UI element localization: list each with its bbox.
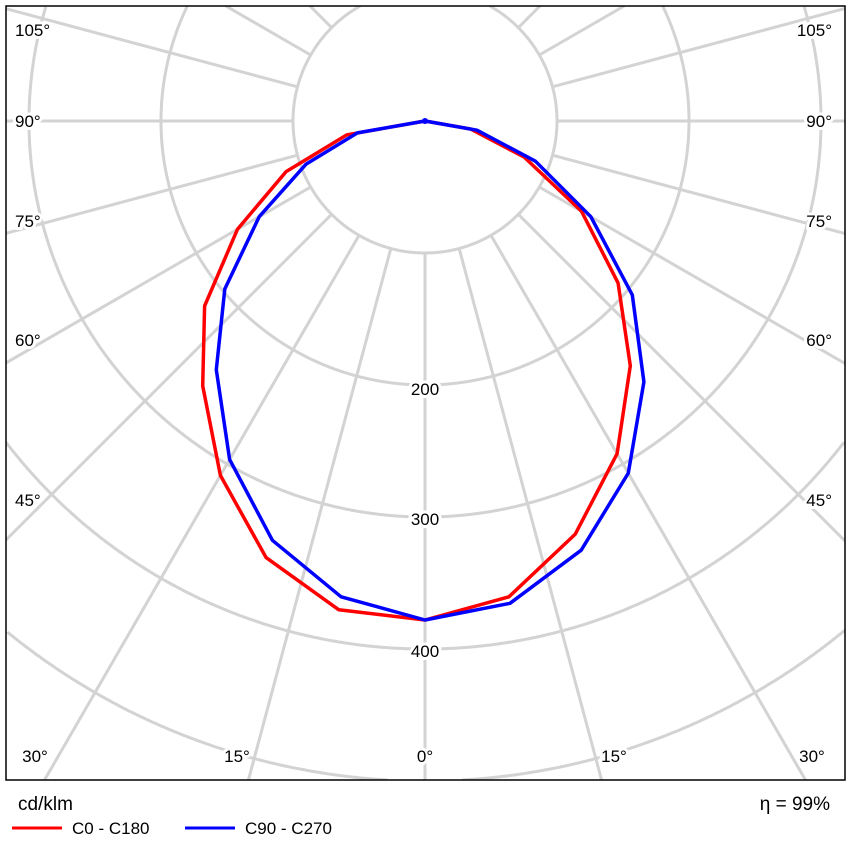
angle-label-right: 75° bbox=[806, 212, 832, 231]
angle-label-left: 90° bbox=[15, 112, 41, 131]
series-curve-0 bbox=[200, 119, 633, 622]
grid-spoke-15 bbox=[457, 248, 604, 780]
grid-spoke-45 bbox=[517, 213, 845, 543]
angle-label-bottom: 30° bbox=[22, 747, 48, 766]
angle-label-left: 105° bbox=[15, 21, 50, 40]
legend-label-c0-c180: C0 - C180 bbox=[72, 819, 149, 838]
grid-spoke-345 bbox=[246, 248, 393, 780]
angle-label-left: 45° bbox=[15, 491, 41, 510]
legend-label-c90-c270: C90 - C270 bbox=[245, 819, 332, 838]
grid-spoke-255 bbox=[6, 7, 298, 89]
angle-label-bottom: 15° bbox=[224, 747, 250, 766]
grid-ring-100 bbox=[291, 6, 559, 255]
grid-spoke-105 bbox=[552, 7, 845, 89]
angle-label-bottom: 15° bbox=[601, 747, 627, 766]
grid-spoke-285 bbox=[6, 153, 298, 235]
grid-spoke-75 bbox=[552, 153, 845, 235]
radial-tick-label: 400 bbox=[411, 642, 439, 661]
grid-spoke-120 bbox=[538, 6, 625, 57]
angle-label-left: 60° bbox=[15, 331, 41, 350]
angle-label-right: 90° bbox=[806, 112, 832, 131]
grid-ring-500 bbox=[6, 629, 845, 780]
radial-tick-label: 300 bbox=[411, 510, 439, 529]
grid-spoke-300 bbox=[6, 185, 312, 365]
grid-spoke-315 bbox=[6, 213, 333, 542]
polar-grid bbox=[6, 6, 845, 780]
curve-origin-dot bbox=[422, 118, 428, 124]
curves bbox=[200, 118, 646, 622]
angle-label-bottom: 0° bbox=[417, 747, 433, 766]
tick-labels: 200 300 400 105° 105° 90° 90° 75° 75° 60° 60° 45° 45… bbox=[12, 18, 835, 769]
plot-frame bbox=[5, 5, 846, 781]
grid-spoke-240 bbox=[225, 6, 312, 57]
series-curve-1 bbox=[214, 119, 646, 622]
grid-ring-300 bbox=[27, 6, 823, 519]
grid-spoke-330 bbox=[43, 234, 361, 780]
grid-spoke-225 bbox=[308, 6, 333, 29]
angle-label-right: 45° bbox=[806, 491, 832, 510]
efficiency-label: η = 99% bbox=[760, 794, 830, 815]
grid-spoke-30 bbox=[489, 234, 807, 780]
radial-tick-label: 200 bbox=[411, 380, 439, 399]
angle-label-right: 105° bbox=[797, 21, 832, 40]
unit-label: cd/klm bbox=[18, 794, 73, 815]
angle-label-left: 75° bbox=[15, 212, 41, 231]
angle-label-right: 60° bbox=[806, 331, 832, 350]
grid-spoke-135 bbox=[517, 6, 542, 29]
grid-ring-400 bbox=[6, 441, 845, 651]
grid-ring-200 bbox=[159, 6, 691, 387]
angle-label-bottom: 30° bbox=[799, 747, 825, 766]
